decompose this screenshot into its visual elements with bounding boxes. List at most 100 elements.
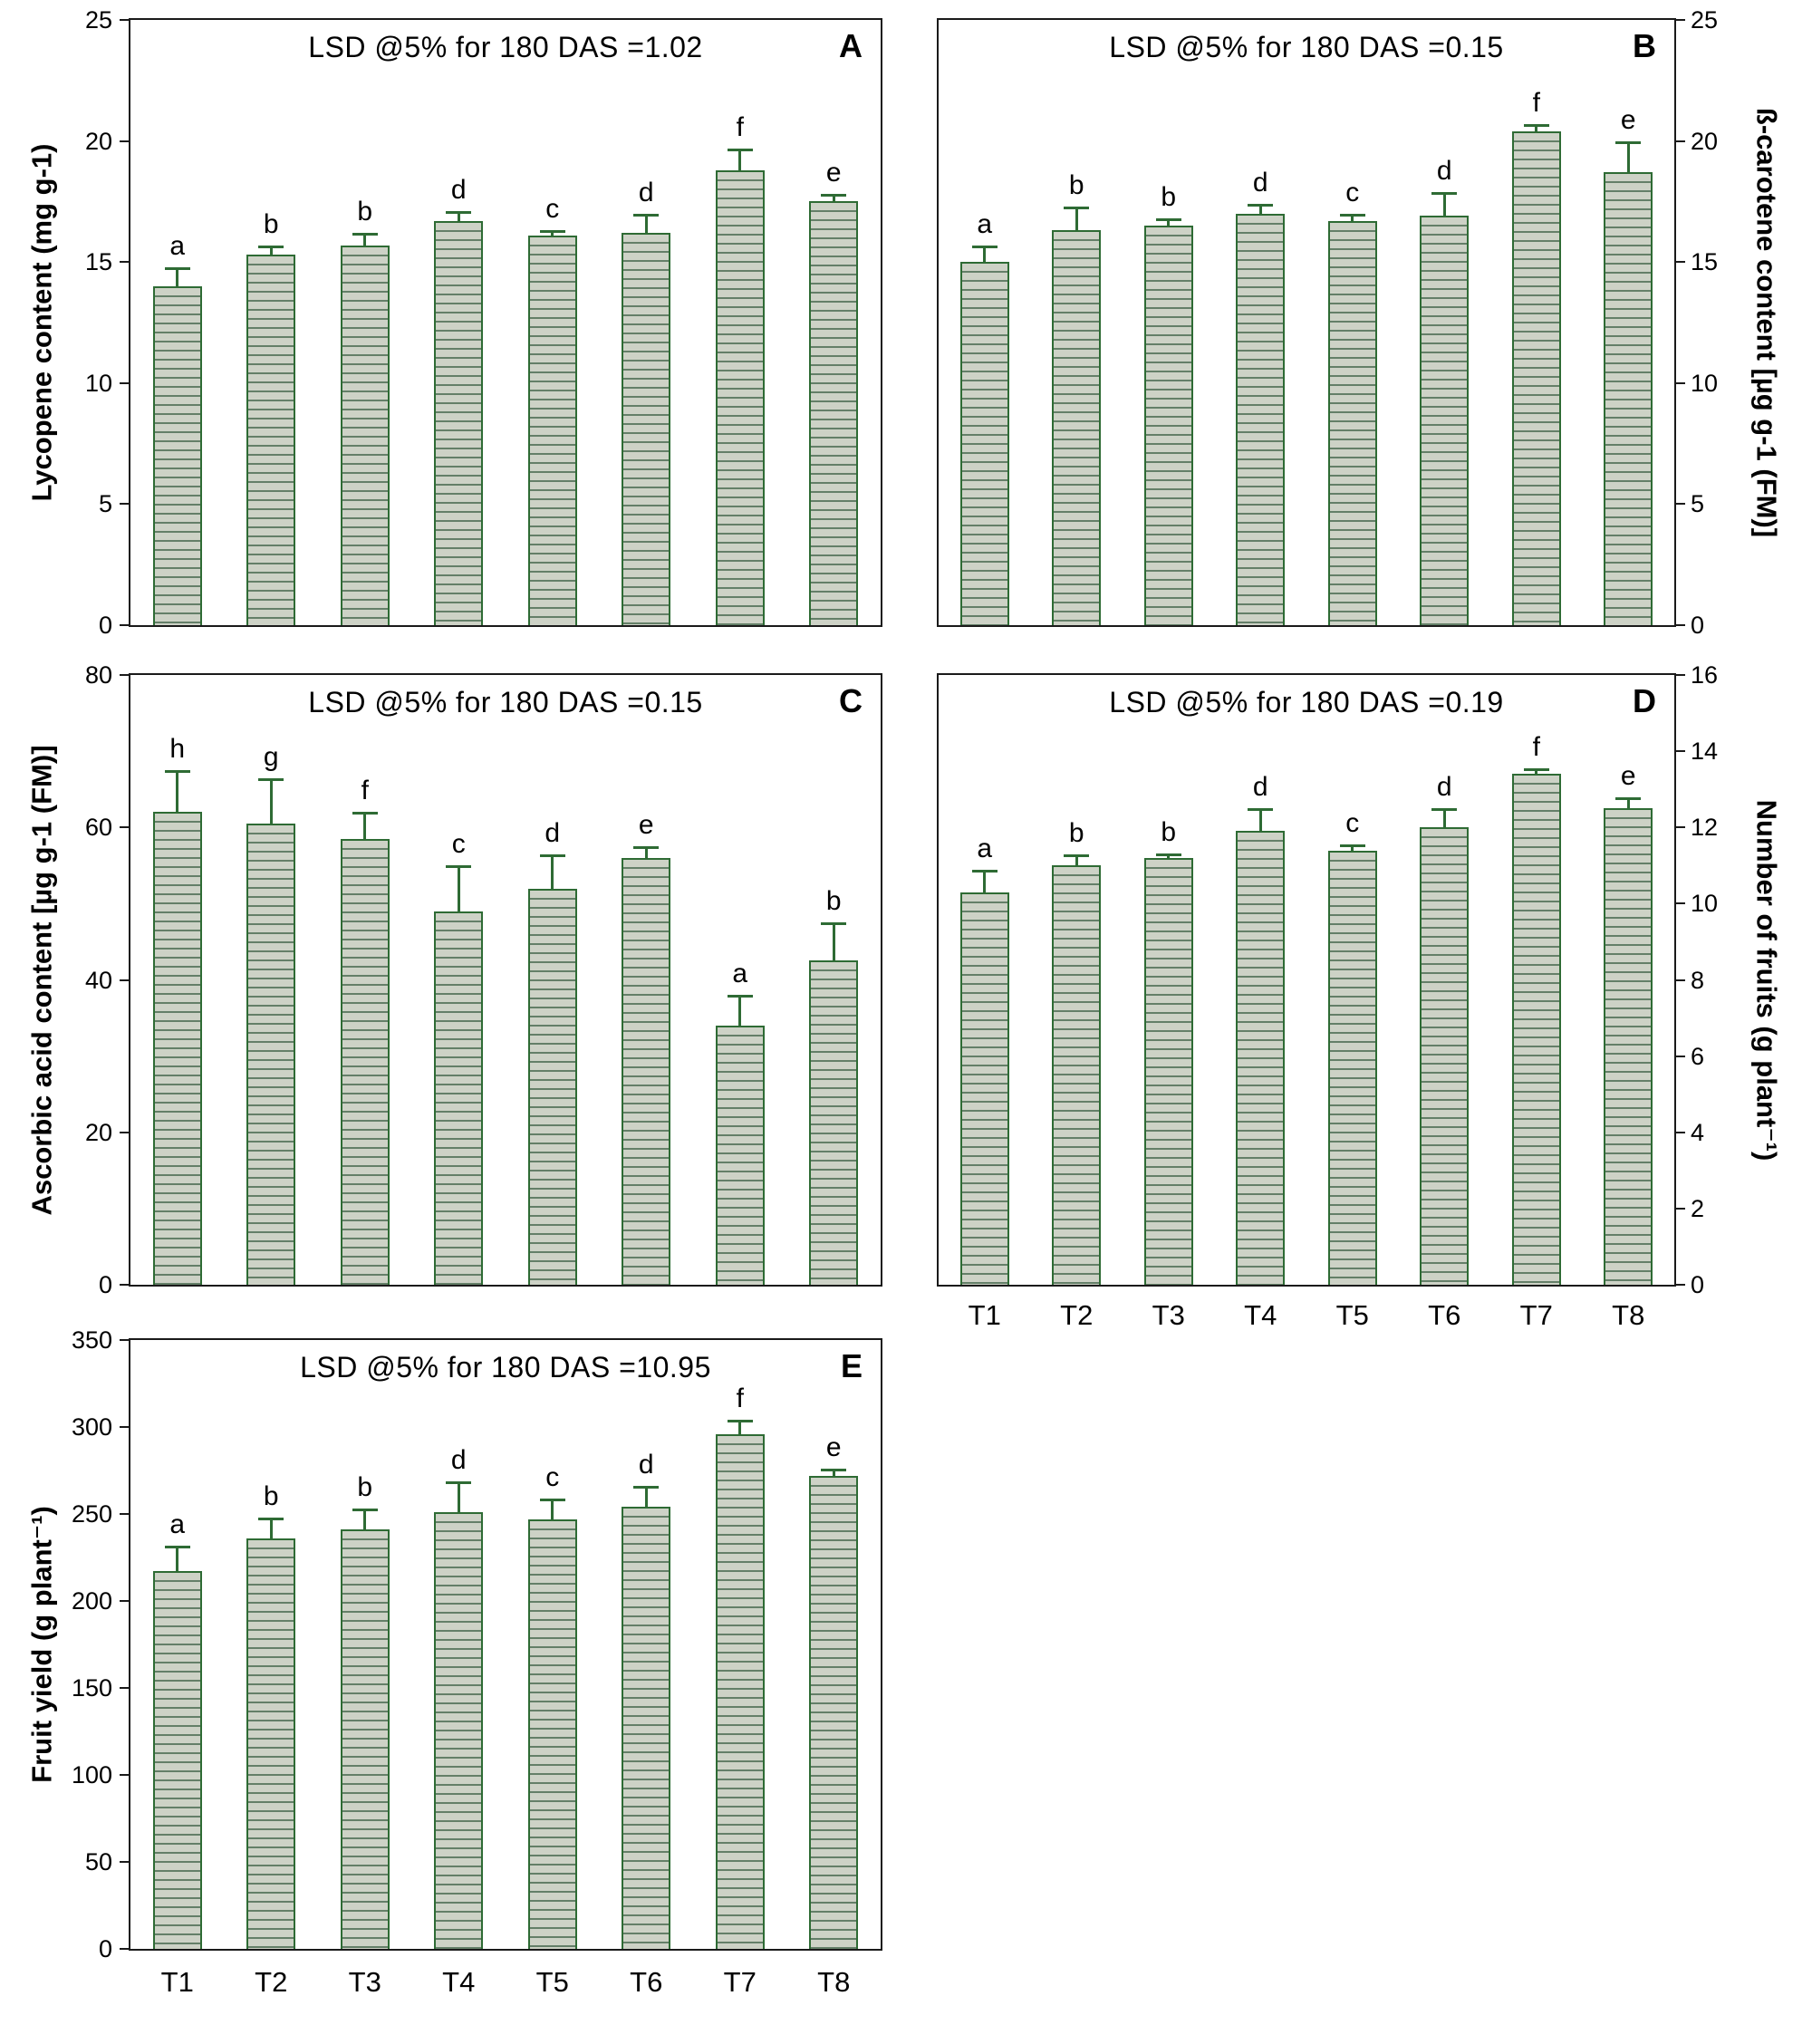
- bar: [1327, 220, 1377, 625]
- error-bar: [644, 213, 648, 234]
- ytick-label: 6: [1691, 1042, 1705, 1070]
- bar: [527, 888, 577, 1285]
- x-category-label: T3: [1152, 1299, 1185, 1331]
- bar: [434, 1512, 484, 1949]
- error-bar: [269, 777, 273, 824]
- tick-mark: [1676, 1131, 1685, 1133]
- sig-letter: d: [1252, 772, 1268, 803]
- sig-letter: c: [1345, 808, 1360, 839]
- sig-letter: d: [638, 177, 654, 207]
- error-bar: [832, 194, 835, 202]
- bar: [809, 1475, 859, 1949]
- tick-mark: [120, 19, 129, 21]
- ytick-label: 0: [98, 1271, 112, 1298]
- error-bar: [1535, 768, 1538, 775]
- ytick-label: 20: [84, 127, 112, 155]
- error-bar-cap: [633, 213, 660, 217]
- tick-mark: [1676, 979, 1685, 981]
- ytick-label: 200: [71, 1587, 112, 1615]
- error-bar: [1258, 808, 1262, 832]
- ytick-label: 0: [1691, 1271, 1705, 1298]
- x-category-label: T1: [160, 1966, 194, 1998]
- sig-letter: g: [263, 741, 279, 772]
- tick-mark: [1676, 902, 1685, 905]
- bar: [152, 812, 202, 1285]
- error-bar: [1535, 123, 1538, 131]
- error-bar: [1351, 844, 1354, 851]
- tick-mark: [120, 1426, 129, 1428]
- sig-letter: e: [1620, 104, 1636, 135]
- error-bar: [551, 1498, 554, 1519]
- sig-letter: d: [545, 817, 561, 848]
- error-bar-cap: [352, 1509, 378, 1512]
- sig-letter: f: [1532, 87, 1540, 118]
- bar: [340, 245, 390, 625]
- tick-mark: [1676, 826, 1685, 829]
- error-bar: [983, 869, 987, 892]
- error-bar: [738, 1420, 742, 1434]
- error-bar-cap: [821, 1469, 847, 1472]
- ytick-label: 15: [1691, 248, 1719, 276]
- error-bar-cap: [971, 869, 998, 873]
- x-category-label: T8: [1612, 1299, 1645, 1331]
- x-category-label: T5: [535, 1966, 569, 1998]
- sig-letter: d: [450, 1444, 467, 1475]
- tick-mark: [120, 674, 129, 676]
- sig-letter: d: [1252, 168, 1268, 198]
- bar: [1236, 831, 1286, 1285]
- sig-letter: a: [732, 959, 748, 989]
- error-bar: [738, 995, 742, 1026]
- tick-mark: [1676, 1207, 1685, 1210]
- ytick-label: 25: [1691, 6, 1719, 34]
- sig-letter: b: [1068, 169, 1084, 200]
- error-bar-cap: [1155, 853, 1181, 856]
- bar: [1604, 172, 1653, 625]
- bar: [715, 169, 765, 625]
- tick-mark: [120, 1339, 129, 1341]
- bar: [959, 892, 1009, 1285]
- error-bar-cap: [446, 211, 472, 215]
- error-bar: [269, 1517, 273, 1538]
- error-bar: [832, 1469, 835, 1476]
- error-bar: [1258, 204, 1262, 214]
- error-bar: [176, 266, 179, 286]
- bar: [1511, 774, 1561, 1285]
- x-category-label: T8: [817, 1966, 851, 1998]
- ytick-label: 350: [71, 1326, 112, 1354]
- tick-mark: [1676, 624, 1685, 626]
- error-bar-cap: [633, 1486, 660, 1490]
- y-axis-label: Lycopene content (mg g-1): [25, 143, 58, 502]
- tick-mark: [120, 979, 129, 981]
- sig-letter: e: [1620, 760, 1636, 791]
- error-bar: [457, 865, 460, 911]
- lsd-annotation: LSD @5% for 180 DAS =10.95: [300, 1351, 711, 1384]
- error-bar-cap: [446, 865, 472, 869]
- y-axis-label: Ascorbic acid content [µg g-1 (FM)]: [25, 744, 58, 1216]
- x-category-label: T4: [1244, 1299, 1277, 1331]
- bar: [1143, 857, 1193, 1285]
- tick-mark: [120, 1600, 129, 1602]
- x-category-label: T7: [1519, 1299, 1553, 1331]
- sig-letter: f: [736, 1384, 744, 1414]
- error-bar-cap: [1615, 140, 1642, 144]
- tick-mark: [120, 1774, 129, 1776]
- tick-mark: [1676, 19, 1685, 21]
- sig-letter: d: [1436, 155, 1452, 186]
- panel-letter: D: [1633, 682, 1656, 719]
- error-bar-cap: [539, 230, 565, 234]
- sig-letter: a: [169, 230, 186, 261]
- x-category-label: T3: [348, 1966, 381, 1998]
- sig-letter: b: [263, 208, 279, 239]
- panel-letter: C: [839, 682, 863, 719]
- error-bar: [1075, 853, 1078, 866]
- error-bar-cap: [821, 922, 847, 926]
- error-bar-cap: [727, 1420, 753, 1423]
